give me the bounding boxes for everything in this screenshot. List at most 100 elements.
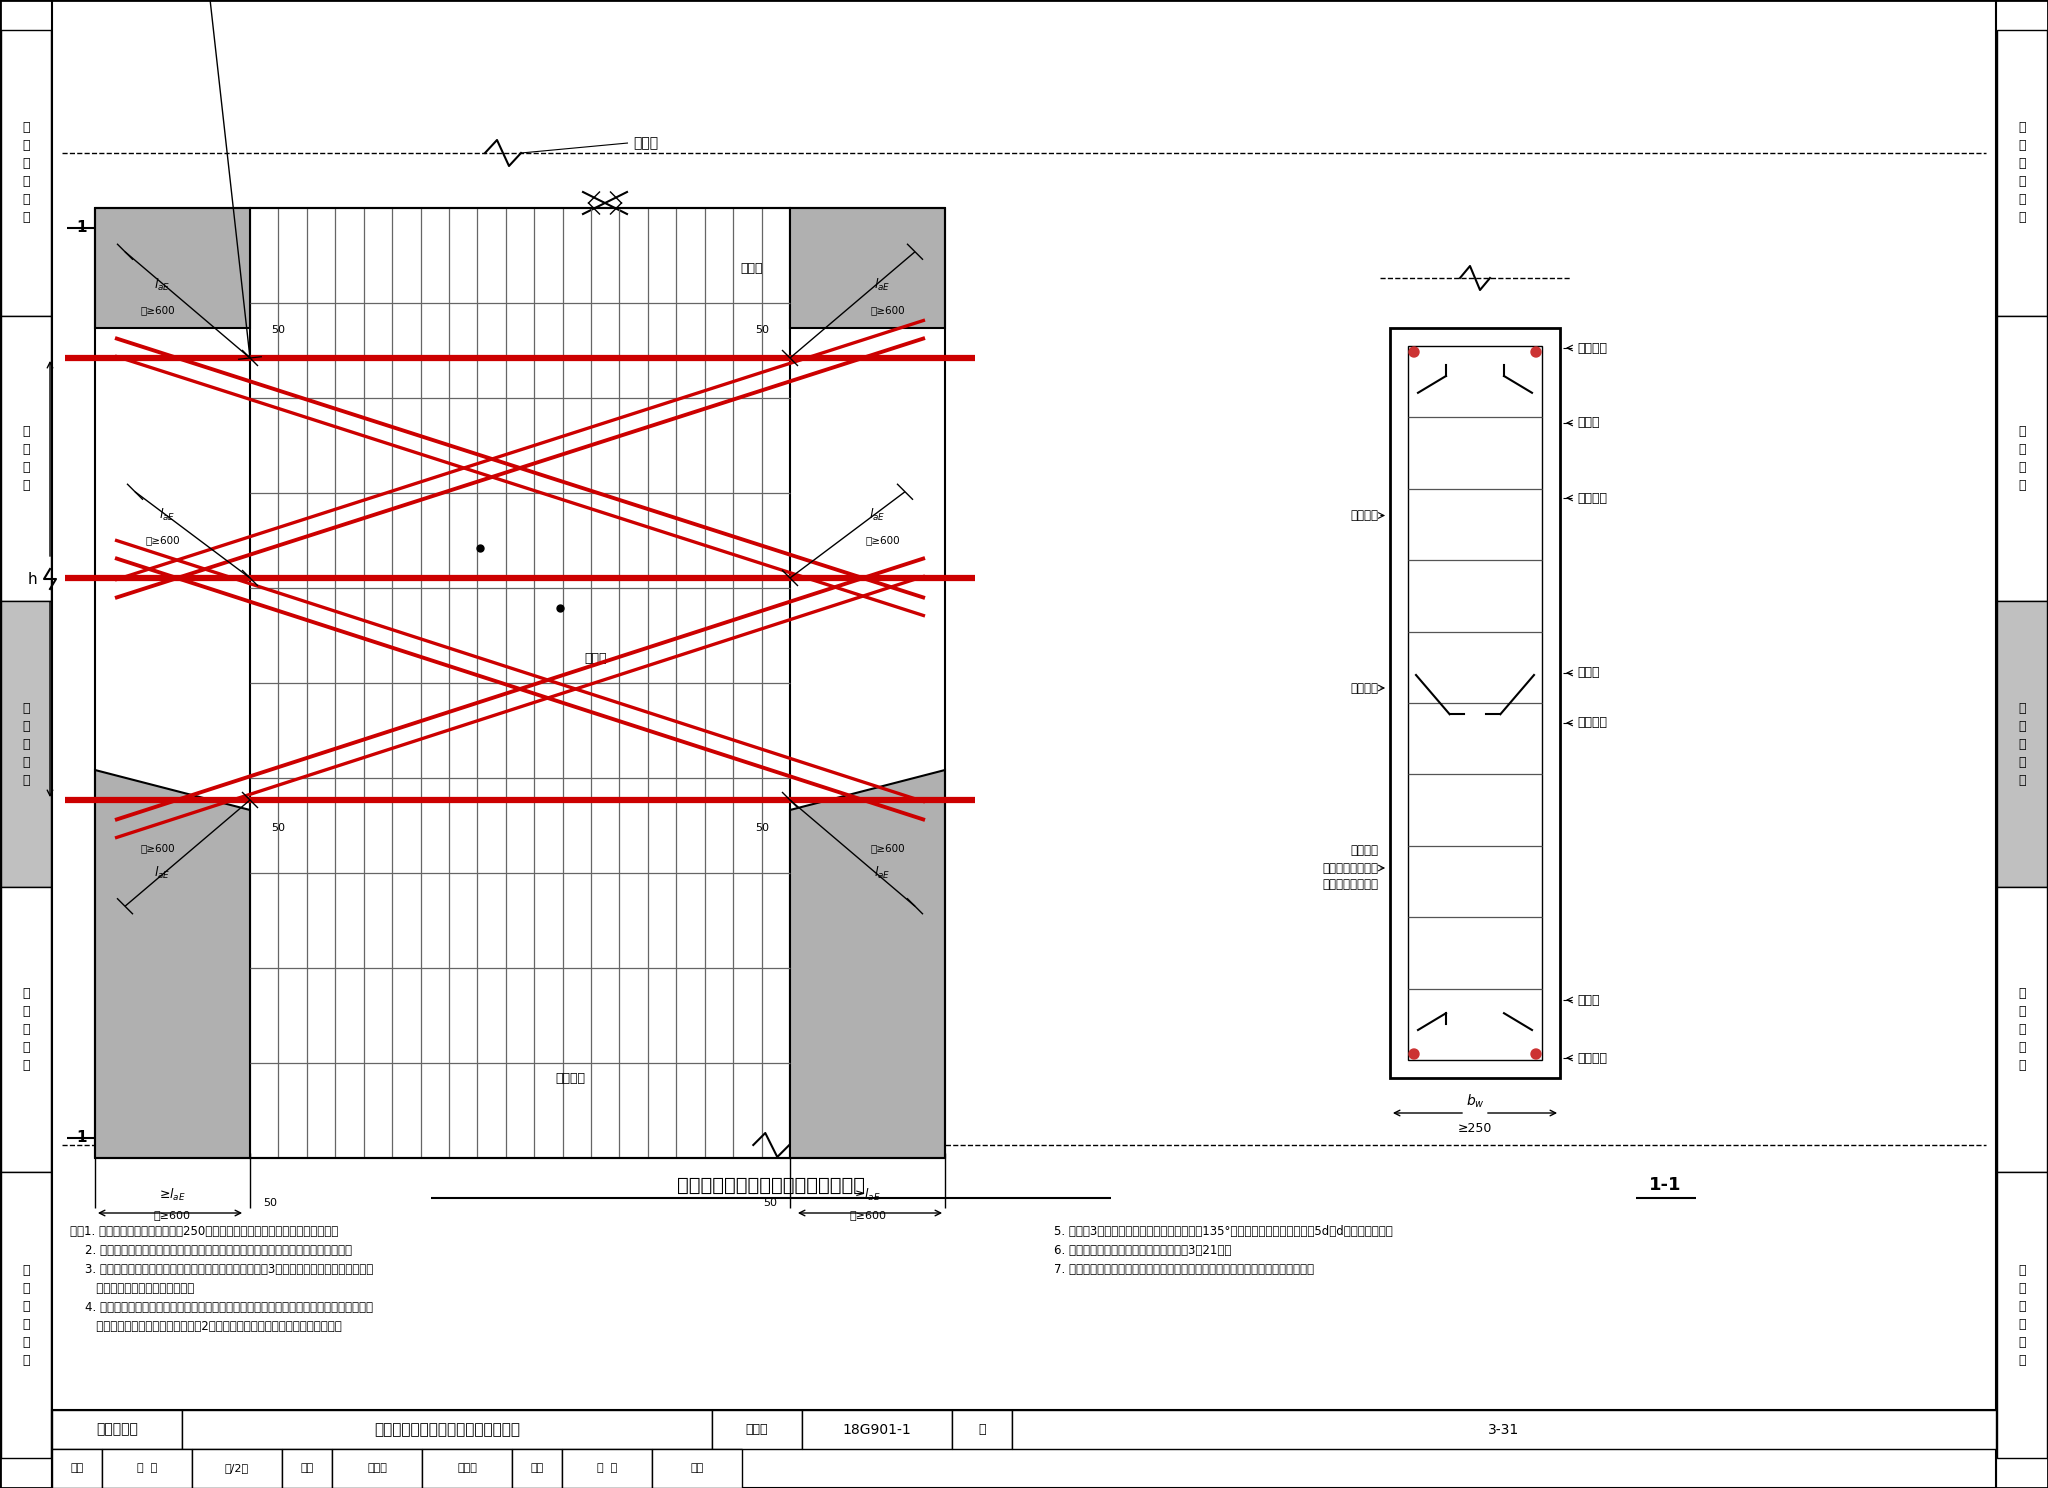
Bar: [193, 1449, 283, 1488]
Text: 4. 交叉斜筋配筋连梁的水平分布钢筋及箍筋形成的钢筋网之间应采用拉筋拉结，拉筋数量及: 4. 交叉斜筋配筋连梁的水平分布钢筋及箍筋形成的钢筋网之间应采用拉筋拉结，拉筋数…: [70, 1301, 373, 1314]
Text: 校对: 校对: [301, 1464, 313, 1473]
Circle shape: [1532, 347, 1540, 357]
Bar: [250, 208, 791, 1158]
Text: 且≥600: 且≥600: [864, 534, 899, 545]
Text: 折线筋: 折线筋: [1577, 994, 1599, 1006]
Text: 50: 50: [756, 823, 768, 833]
Text: 剪
力
墙
部
分: 剪 力 墙 部 分: [2017, 701, 2025, 787]
Bar: [791, 208, 944, 327]
Text: 7. 对角斜筋、折线筋应沿连梁中轴线两侧对称排布，特殊情况以设计方要求为准。: 7. 对角斜筋、折线筋应沿连梁中轴线两侧对称排布，特殊情况以设计方要求为准。: [1055, 1263, 1315, 1277]
Text: 折线筋: 折线筋: [586, 652, 608, 665]
Text: 6. 连梁侧面钢筋的相关要求详见本图集第3－21页。: 6. 连梁侧面钢筋的相关要求详见本图集第3－21页。: [1055, 1244, 1231, 1257]
Text: 折线筋: 折线筋: [1577, 667, 1599, 680]
Bar: [713, 1411, 803, 1449]
Text: 50: 50: [756, 324, 768, 335]
Text: 刘  颖: 刘 颖: [137, 1464, 158, 1473]
Bar: [561, 1449, 651, 1488]
Bar: [0, 1173, 51, 1458]
Bar: [283, 1449, 332, 1488]
Text: h: h: [27, 571, 37, 586]
Text: 刈/2以: 刈/2以: [225, 1464, 250, 1473]
Text: 设计: 设计: [530, 1464, 543, 1473]
Text: 页: 页: [979, 1423, 985, 1436]
Text: ≥$l_{aE}$: ≥$l_{aE}$: [854, 1187, 881, 1204]
Bar: [1012, 1411, 1997, 1449]
Bar: [952, 1411, 1012, 1449]
Text: 一
般
构
造
要
求: 一 般 构 造 要 求: [23, 122, 31, 225]
Text: 无
梁
楼
盖
部
分: 无 梁 楼 盖 部 分: [2017, 1263, 2025, 1366]
Text: 无
梁
楼
盖
部
分: 无 梁 楼 盖 部 分: [23, 1263, 31, 1366]
Bar: [182, 1411, 713, 1449]
Bar: [422, 1449, 512, 1488]
Text: 且≥600: 且≥600: [850, 1210, 887, 1220]
Bar: [94, 208, 250, 327]
Text: 雷央: 雷央: [690, 1464, 705, 1473]
Text: 框
架
部
分: 框 架 部 分: [2017, 426, 2025, 493]
Polygon shape: [94, 769, 250, 1158]
Text: 折线筋: 折线筋: [1577, 417, 1599, 430]
Text: 距由设计指定，图中仅为示意。: 距由设计指定，图中仅为示意。: [70, 1283, 195, 1295]
Text: 且≥600: 且≥600: [870, 305, 905, 315]
Bar: [0, 887, 51, 1173]
Bar: [1997, 887, 2048, 1173]
Text: 1-1: 1-1: [1649, 1176, 1681, 1193]
Text: $l_{aE}$: $l_{aE}$: [160, 507, 176, 522]
Polygon shape: [791, 769, 944, 1158]
Text: ≥250: ≥250: [1458, 1122, 1493, 1134]
Bar: [512, 1449, 561, 1488]
Text: 且≥600: 且≥600: [139, 844, 174, 853]
Text: 注：1. 当洞口连梁截面宽度不小于250时，可采用交叉斜筋配筋，且由设计指定。: 注：1. 当洞口连梁截面宽度不小于250时，可采用交叉斜筋配筋，且由设计指定。: [70, 1225, 338, 1238]
Text: 3-31: 3-31: [1489, 1423, 1520, 1436]
Text: 对角斜筋: 对角斜筋: [555, 1071, 586, 1085]
Text: 50: 50: [764, 1198, 776, 1208]
Bar: [0, 30, 51, 315]
Bar: [1409, 347, 1542, 1059]
Bar: [332, 1449, 422, 1488]
Text: $l_{aE}$: $l_{aE}$: [154, 277, 170, 293]
Bar: [51, 1449, 102, 1488]
Text: 1: 1: [76, 1131, 88, 1146]
Text: 尺寸由设计指定，拉筋水平间距为2倍箍筋间距，竖向沿侧面水平筋隔一拉一。: 尺寸由设计指定，拉筋水平间距为2倍箍筋间距，竖向沿侧面水平筋隔一拉一。: [70, 1320, 342, 1333]
Text: 且≥600: 且≥600: [145, 534, 180, 545]
Text: 连梁箍筋: 连梁箍筋: [1350, 509, 1378, 522]
Bar: [102, 1449, 193, 1488]
Circle shape: [1532, 1049, 1540, 1059]
Text: 连梁腰筋
（利用墙身水平分
布筋或单独设置）: 连梁腰筋 （利用墙身水平分 布筋或单独设置）: [1323, 845, 1378, 891]
Text: 对角斜筋: 对角斜筋: [1577, 717, 1608, 729]
Text: 纵向钢筋: 纵向钢筋: [1577, 342, 1608, 354]
Text: 5. 本页注3中及拉结对角斜筋的拉筋两端均为135°弯钩，弯折后平直段长度为5d（d为拉筋直径）。: 5. 本页注3中及拉结对角斜筋的拉筋两端均为135°弯钩，弯折后平直段长度为5d…: [1055, 1225, 1393, 1238]
Text: 且≥600: 且≥600: [139, 305, 174, 315]
Text: 50: 50: [270, 823, 285, 833]
Text: 剪
力
墙
部
分: 剪 力 墙 部 分: [23, 701, 31, 787]
Bar: [51, 1411, 1997, 1488]
Text: $l_{aE}$: $l_{aE}$: [874, 277, 891, 293]
Text: $l_{aE}$: $l_{aE}$: [154, 865, 170, 881]
Bar: [803, 1411, 952, 1449]
Text: 18G901-1: 18G901-1: [842, 1423, 911, 1436]
Text: 审核: 审核: [70, 1464, 84, 1473]
Bar: [1997, 1173, 2048, 1458]
Text: 普
通
板
部
分: 普 通 板 部 分: [23, 987, 31, 1071]
Bar: [51, 1411, 182, 1449]
Bar: [0, 601, 51, 887]
Text: 1: 1: [76, 220, 88, 235]
Text: 一
般
构
造
要
求: 一 般 构 造 要 求: [2017, 122, 2025, 225]
Text: $b_w$: $b_w$: [1466, 1092, 1485, 1110]
Text: $l_{aE}$: $l_{aE}$: [868, 507, 885, 522]
Text: 对角斜筋: 对角斜筋: [1577, 491, 1608, 504]
Text: 剪力墙部分: 剪力墙部分: [96, 1423, 137, 1436]
Circle shape: [1409, 1049, 1419, 1059]
Text: 交叉斜筋配筋连梁钢筋排布构造详图: 交叉斜筋配筋连梁钢筋排布构造详图: [375, 1423, 520, 1437]
Bar: [1391, 327, 1561, 1077]
Text: 且≥600: 且≥600: [870, 844, 905, 853]
Text: 且≥600: 且≥600: [154, 1210, 190, 1220]
Text: 折线筋: 折线筋: [739, 262, 762, 274]
Text: 2. 连梁纵筋、箍筋、拉筋的配置以及对角斜筋、折线筋的形状和配置均以设计为准。: 2. 连梁纵筋、箍筋、拉筋的配置以及对角斜筋、折线筋的形状和配置均以设计为准。: [70, 1244, 352, 1257]
Text: 图集号: 图集号: [745, 1423, 768, 1436]
Text: 交叉斜筋配筋连梁钢筋排布构造详图: 交叉斜筋配筋连梁钢筋排布构造详图: [678, 1176, 864, 1195]
Text: 曹  英: 曹 英: [596, 1464, 616, 1473]
Circle shape: [1409, 347, 1419, 357]
Text: 框
架
部
分: 框 架 部 分: [23, 426, 31, 493]
Text: ≥$l_{aE}$: ≥$l_{aE}$: [160, 1187, 186, 1204]
Bar: [1997, 601, 2048, 887]
